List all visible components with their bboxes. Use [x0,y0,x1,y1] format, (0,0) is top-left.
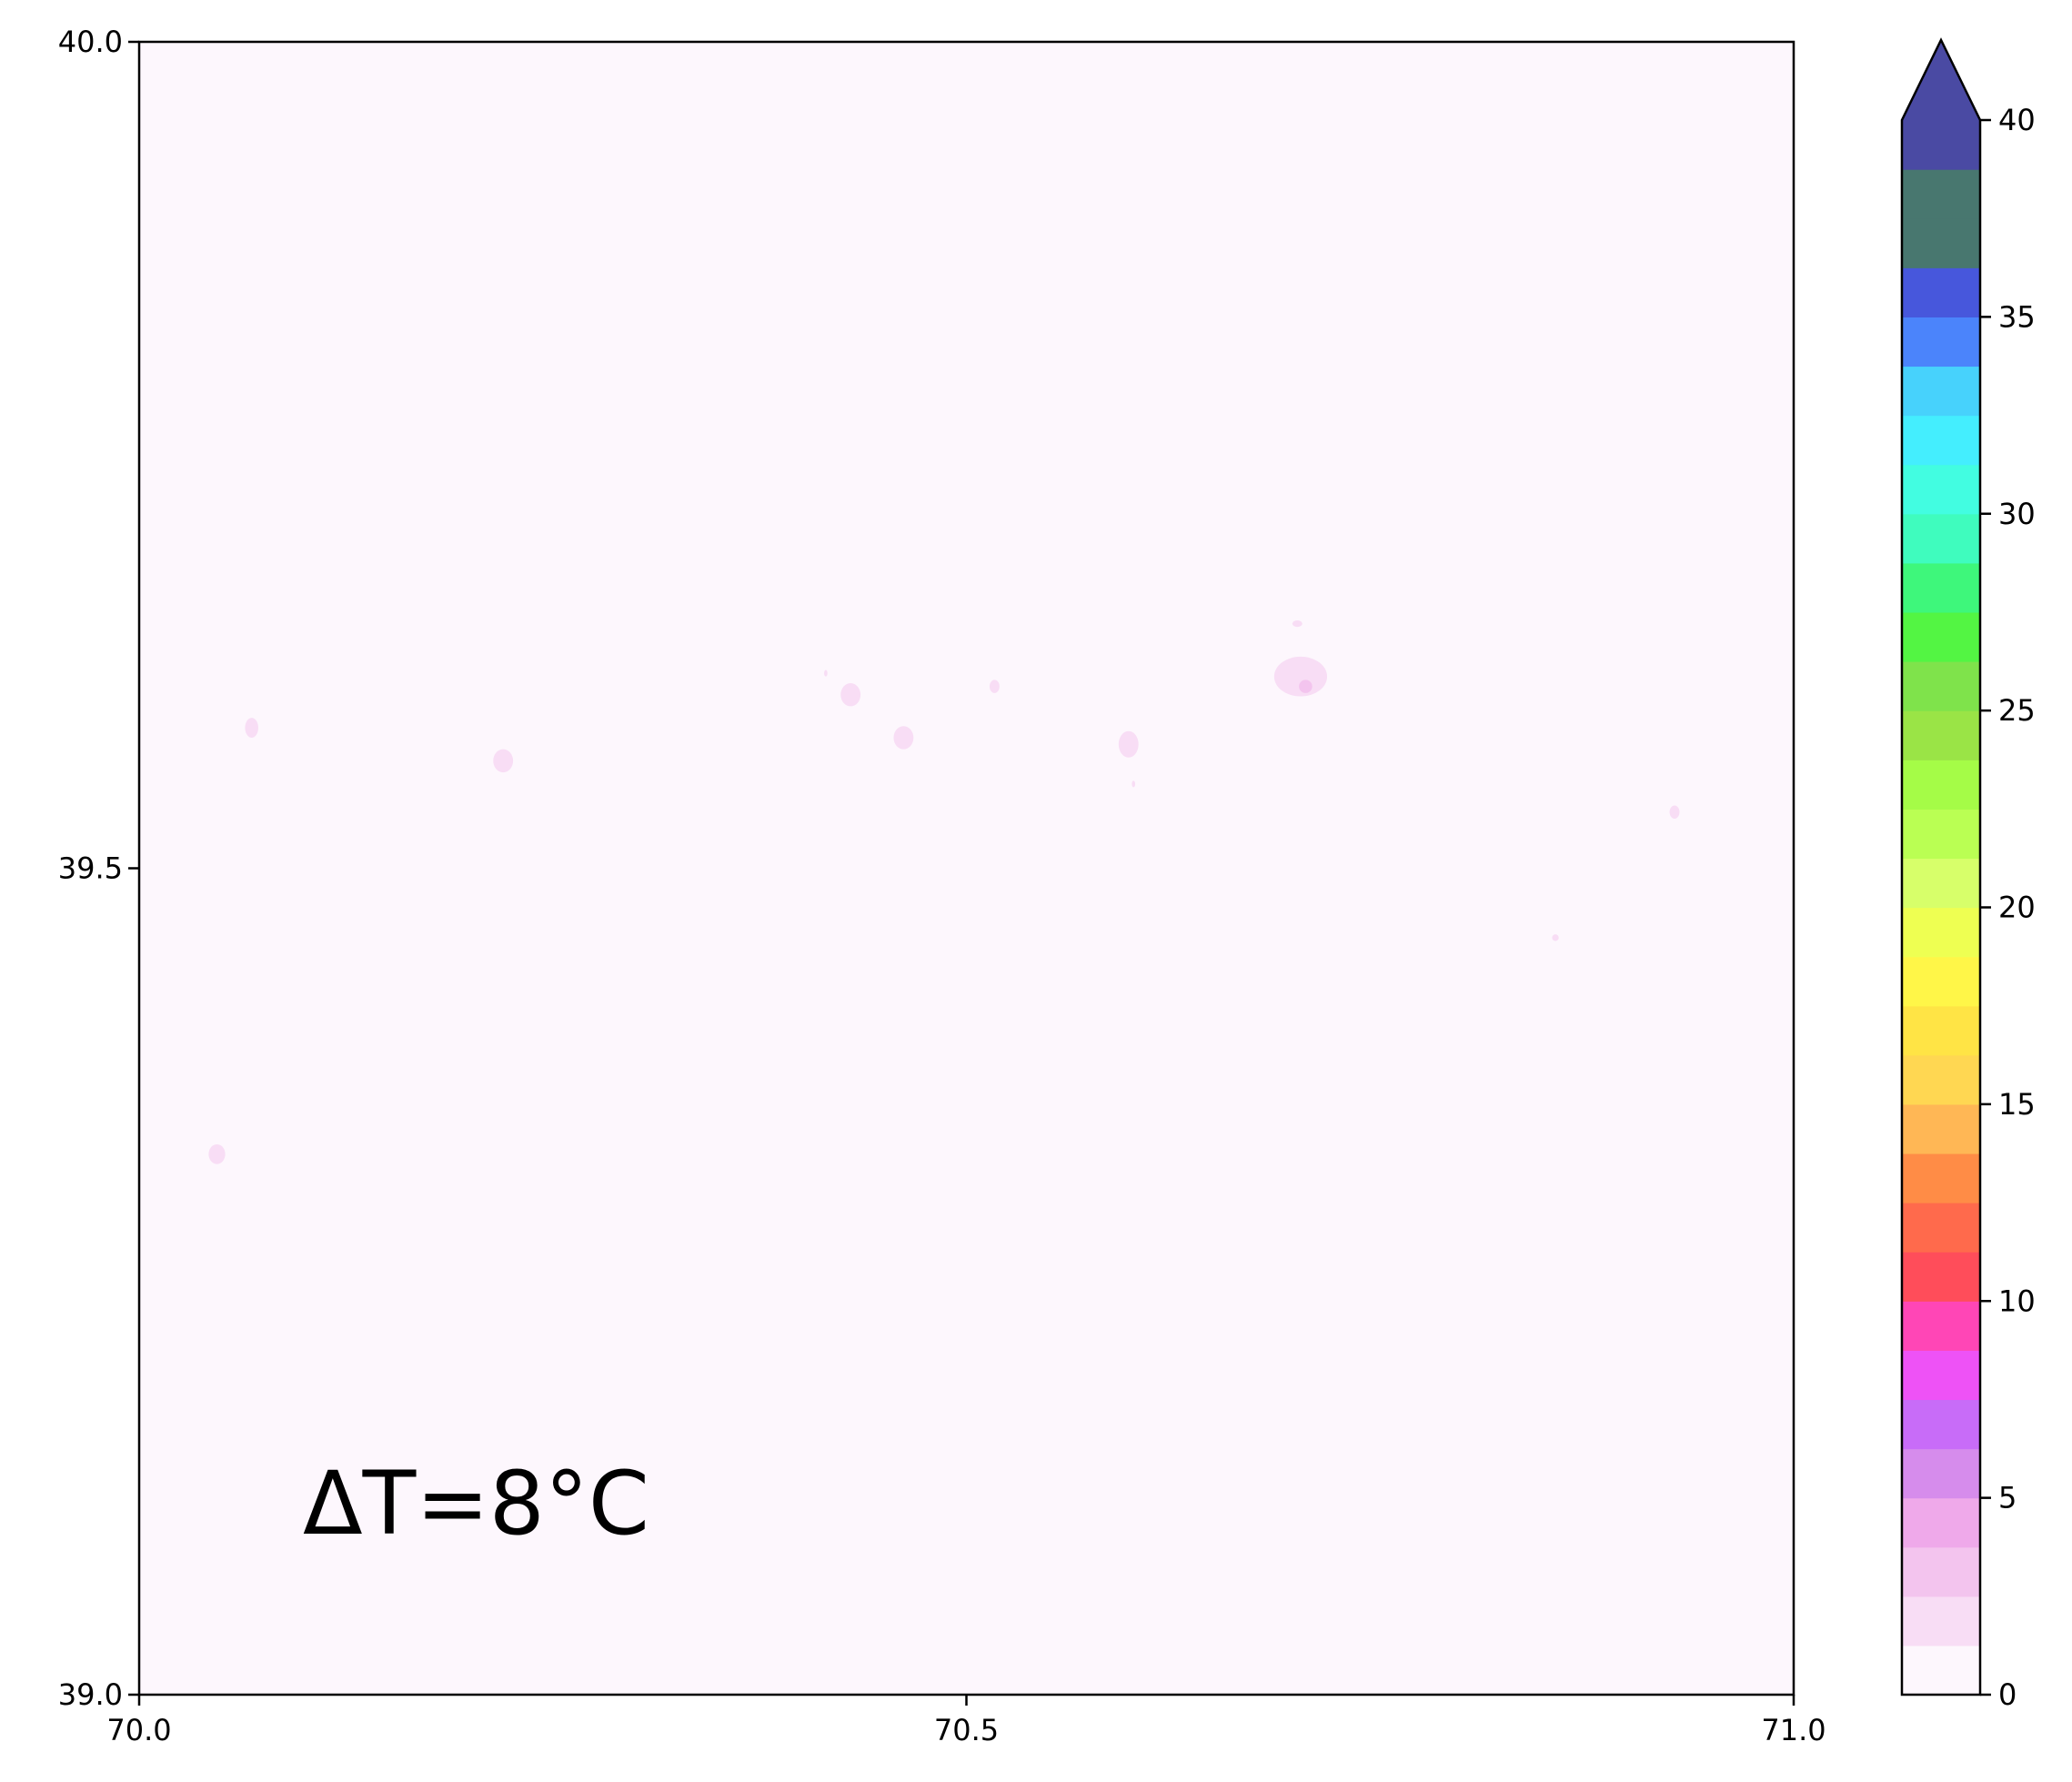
colorbar-segment [1902,218,1980,268]
colorbar-segment [1902,464,1980,515]
colorbar: 0 5 10 15 20 25 30 35 40 [1900,37,2036,1712]
colorbar-segment [1902,760,1980,810]
contour-feature-4 [989,680,1000,693]
colorbar-segment [1902,907,1980,958]
colorbar-tick-label: 40 [1998,103,2036,137]
colorbar-segment [1902,1252,1980,1302]
colorbar-segment [1902,1596,1980,1646]
plot-area [137,40,1795,1696]
contour-feature-13 [1132,780,1136,788]
y-tick-label: 40.0 [58,25,123,59]
colorbar-tick-label: 15 [1998,1087,2036,1122]
colorbar-segment [1902,1203,1980,1253]
contour-feature-2 [840,682,861,707]
contour-feature-9 [1669,805,1680,819]
plot-background [139,42,1794,1695]
colorbar-segment [1902,513,1980,564]
colorbar-segment [1902,1645,1980,1696]
contour-feature-12 [824,670,828,677]
colorbar-segment [1902,120,1980,170]
colorbar-segment [1902,317,1980,367]
colorbar-segment [1902,1153,1980,1203]
colorbar-tick-label: 20 [1998,891,2036,925]
x-tick-label: 71.0 [1761,1713,1826,1747]
colorbar-segment [1902,366,1980,417]
contour-feature-7 [1299,680,1313,693]
colorbar-segment [1902,415,1980,466]
contour-feature-0 [245,718,258,738]
colorbar-extend-arrow [1902,40,1980,120]
contour-feature-8 [1292,619,1303,628]
colorbar-segment [1902,1546,1980,1597]
colorbar-segment [1902,562,1980,613]
x-tick-label: 70.5 [934,1713,999,1747]
colorbar-tick-label: 25 [1998,693,2036,728]
colorbar-segment [1902,710,1980,760]
colorbar-tick-label: 0 [1998,1677,2017,1712]
colorbar-segment [1902,1448,1980,1499]
contour-feature-6 [1273,656,1328,697]
colorbar-segment [1902,1301,1980,1351]
colorbar-segment [1902,1399,1980,1450]
colorbar-segment [1902,1005,1980,1056]
colorbar-tick-label: 10 [1998,1284,2036,1318]
contour-feature-10 [208,1143,226,1164]
delta-t-annotation: ΔT=8°C [303,1453,649,1555]
colorbar-segment [1902,267,1980,317]
colorbar-frame [1900,37,1982,1696]
colorbar-segment [1902,858,1980,909]
y-axis: 39.0 39.5 40.0 [58,25,139,1712]
colorbar-segment [1902,956,1980,1007]
colorbar-segment [1902,661,1980,711]
colorbar-segment [1902,1497,1980,1548]
colorbar-segment [1902,169,1980,219]
x-tick-label: 70.0 [106,1713,171,1747]
colorbar-segment [1902,1350,1980,1401]
colorbar-segment [1902,809,1980,860]
x-axis: 70.0 70.5 71.0 [106,1695,1826,1747]
contour-features [208,619,1680,1164]
colorbar-tick-label: 35 [1998,299,2036,334]
colorbar-tick-label: 30 [1998,497,2036,531]
contour-feature-1 [493,749,514,773]
y-tick-label: 39.0 [58,1677,123,1712]
y-tick-label: 39.5 [58,851,123,886]
contour-feature-11 [1552,934,1559,941]
colorbar-segment [1902,611,1980,662]
colorbar-segment [1902,1054,1980,1105]
contour-feature-5 [1118,730,1139,758]
contour-feature-3 [893,726,914,750]
colorbar-tick-label: 5 [1998,1481,2017,1515]
colorbar-segment [1902,1103,1980,1154]
